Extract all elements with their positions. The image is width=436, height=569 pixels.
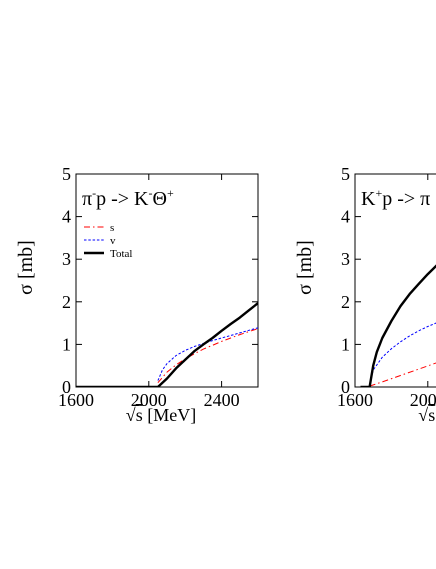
title-part: Θ bbox=[153, 188, 167, 210]
legend-label: s bbox=[110, 222, 114, 234]
y-tick-label: 5 bbox=[341, 164, 350, 184]
y-tick-label: 2 bbox=[341, 292, 350, 312]
title-part: p -> π bbox=[382, 188, 430, 210]
legend-label: Total bbox=[110, 248, 132, 260]
y-tick-label: 5 bbox=[62, 164, 71, 184]
reaction-title: K+p -> π bbox=[361, 186, 430, 210]
x-tick-label: 2400 bbox=[204, 390, 240, 410]
series-line-total bbox=[361, 250, 436, 387]
reaction-title: π-p -> K-Θ+ bbox=[82, 186, 174, 210]
y-axis-label: σ [mb] bbox=[15, 240, 37, 295]
y-tick-label: 4 bbox=[341, 207, 350, 227]
y-tick-label: 3 bbox=[62, 249, 71, 269]
sqrt-symbol: √ bbox=[126, 405, 136, 425]
plot-area bbox=[76, 303, 258, 387]
x-axis-label: √s [M bbox=[418, 405, 436, 425]
x-tick-label: 1600 bbox=[58, 390, 94, 410]
sigma-symbol: σ bbox=[294, 284, 316, 295]
legend-label: v bbox=[110, 235, 116, 247]
sqrt-argument: s bbox=[136, 405, 143, 425]
x-unit: [MeV] bbox=[143, 405, 196, 425]
y-unit: [mb] bbox=[15, 240, 37, 284]
y-axis-label: σ [mb] bbox=[294, 240, 316, 295]
title-part: π bbox=[82, 188, 92, 210]
sigma-symbol: σ bbox=[15, 284, 37, 295]
series-line-s bbox=[158, 329, 258, 383]
plot-area bbox=[361, 250, 436, 387]
y-tick-label: 1 bbox=[341, 334, 350, 354]
y-tick-label: 2 bbox=[62, 292, 71, 312]
chart-panel-2: 01234516002000σ [mb]√s [MK+p -> π bbox=[294, 164, 436, 425]
y-tick-label: 4 bbox=[62, 207, 71, 227]
sqrt-symbol: √ bbox=[418, 405, 428, 425]
title-part: K bbox=[361, 188, 376, 210]
y-unit: [mb] bbox=[294, 240, 316, 284]
series-line-total bbox=[76, 303, 258, 387]
x-axis-label: √s [MeV] bbox=[126, 405, 196, 425]
sqrt-argument: s bbox=[428, 405, 435, 425]
x-tick-label: 1600 bbox=[337, 390, 373, 410]
title-part: p -> K bbox=[96, 188, 149, 210]
title-superscript: + bbox=[167, 186, 174, 200]
series-line-v bbox=[370, 317, 436, 386]
y-tick-label: 3 bbox=[341, 249, 350, 269]
y-tick-label: 1 bbox=[62, 334, 71, 354]
